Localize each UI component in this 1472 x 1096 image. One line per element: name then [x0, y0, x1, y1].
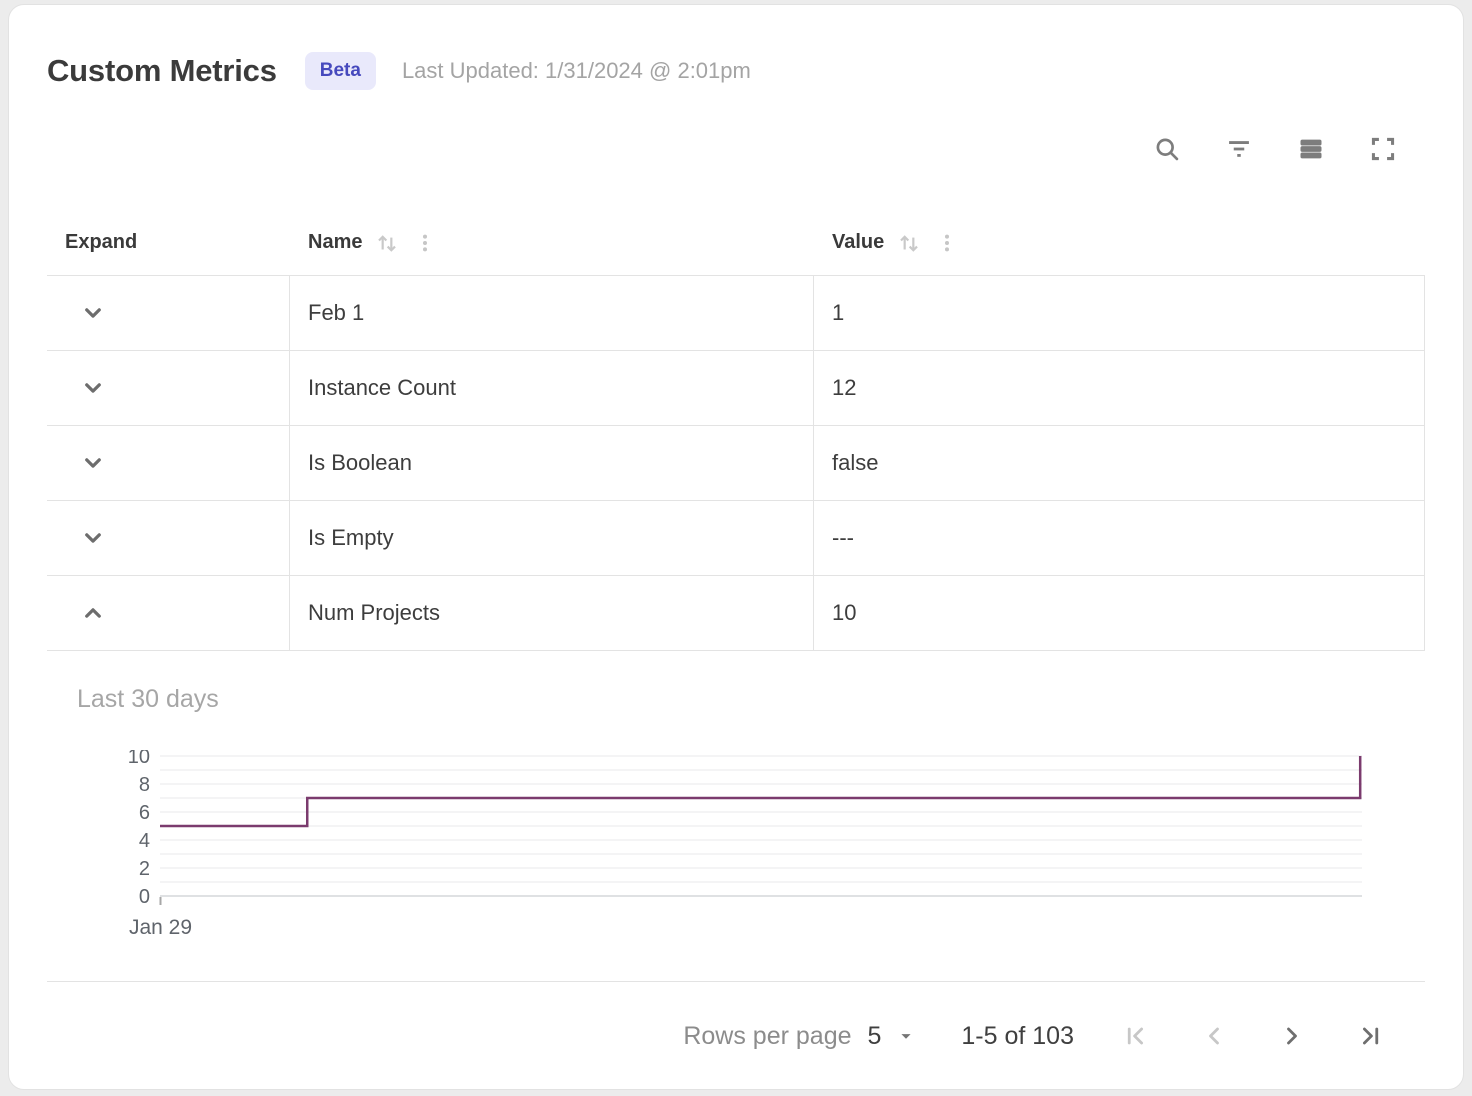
density-icon [1300, 139, 1322, 159]
filter-icon [1229, 141, 1249, 157]
chevron-up-icon [85, 608, 101, 618]
fullscreen-button[interactable] [1363, 129, 1403, 169]
custom-metrics-card: Custom Metrics Beta Last Updated: 1/31/2… [8, 4, 1464, 1090]
metric-name-cell: Is Boolean [290, 426, 814, 500]
column-header-expand: Expand [47, 210, 290, 275]
next-page-button[interactable] [1272, 1016, 1312, 1056]
chevron-left-icon [1209, 1027, 1219, 1045]
last-updated-text: Last Updated: 1/31/2024 @ 2:01pm [401, 58, 751, 83]
svg-text:10: 10 [128, 750, 150, 768]
row-name: Num Projects [308, 600, 441, 625]
expand-cell [47, 501, 290, 575]
row-value: 12 [832, 375, 857, 400]
column-label-name: Name [308, 231, 363, 253]
expand-cell [47, 276, 290, 350]
sort-icon[interactable] [374, 230, 400, 256]
metric-chart-svg: 10 8 6 4 2 0 Jan 29 [128, 746, 1362, 939]
column-header-name[interactable]: Name [290, 210, 814, 275]
chevron-right-icon [1287, 1027, 1297, 1045]
fullscreen-icon [1371, 137, 1395, 161]
expand-cell [47, 576, 290, 650]
previous-page-button[interactable] [1194, 1016, 1234, 1056]
column-header-value[interactable]: Value [814, 210, 1425, 275]
expand-row-button[interactable] [73, 593, 113, 633]
last-page-button[interactable] [1350, 1016, 1390, 1056]
page-header: Custom Metrics Beta Last Updated: 1/31/2… [47, 5, 1425, 91]
table-header-row: Expand Name Value [47, 210, 1425, 276]
table-row: Is Boolean false [47, 426, 1425, 501]
row-name: Instance Count [308, 375, 456, 400]
sort-icon[interactable] [896, 230, 922, 256]
column-label-value: Value [832, 231, 885, 253]
metric-value-cell: 1 [814, 276, 1425, 350]
expand-row-button[interactable] [73, 368, 113, 408]
column-menu-icon[interactable] [936, 230, 958, 256]
caret-down-icon [901, 1034, 911, 1039]
row-name: Is Empty [308, 525, 394, 550]
svg-text:8: 8 [139, 774, 150, 796]
row-value: 1 [832, 300, 845, 325]
row-value: false [832, 450, 879, 475]
first-page-icon [1127, 1027, 1143, 1045]
pagination-controls [1116, 1016, 1390, 1056]
column-menu-icon[interactable] [414, 230, 436, 256]
pagination-range-label: 1-5 of 103 [961, 1021, 1074, 1050]
table-body: Feb 1 1 Instance Count 12 [47, 276, 1425, 981]
filter-button[interactable] [1219, 129, 1259, 169]
beta-badge: Beta [304, 52, 376, 90]
metric-value-cell: 12 [814, 351, 1425, 425]
expand-row-button[interactable] [73, 293, 113, 333]
density-button[interactable] [1291, 129, 1331, 169]
table-row: Feb 1 1 [47, 276, 1425, 351]
metric-name-cell: Feb 1 [290, 276, 814, 350]
metric-name-cell: Instance Count [290, 351, 814, 425]
row-name: Is Boolean [308, 450, 412, 475]
svg-text:6: 6 [139, 802, 150, 824]
first-page-button[interactable] [1116, 1016, 1156, 1056]
metric-value-cell: false [814, 426, 1425, 500]
metric-chart: 10 8 6 4 2 0 Jan 29 [108, 746, 1425, 947]
expand-cell [47, 351, 290, 425]
rows-per-page-value: 5 [867, 1021, 882, 1050]
expand-row-button[interactable] [73, 443, 113, 483]
page-title: Custom Metrics [47, 53, 277, 88]
row-name: Feb 1 [308, 300, 365, 325]
chevron-down-icon [85, 533, 101, 543]
svg-text:Jan 29: Jan 29 [129, 916, 192, 939]
search-icon [1156, 138, 1179, 161]
table-footer: Rows per page 5 1-5 of 103 [47, 981, 1425, 1089]
rows-per-page-label: Rows per page [683, 1021, 852, 1050]
grid-toolbar [47, 129, 1425, 169]
search-button[interactable] [1147, 129, 1187, 169]
svg-text:4: 4 [139, 830, 150, 852]
metric-value-cell: --- [814, 501, 1425, 575]
chevron-down-icon [85, 458, 101, 468]
chevron-down-icon [85, 308, 101, 318]
expand-row-button[interactable] [73, 518, 113, 558]
metric-name-cell: Is Empty [290, 501, 814, 575]
rows-per-page-select[interactable]: 5 [868, 1022, 918, 1051]
last-page-icon [1362, 1027, 1379, 1045]
expand-cell [47, 426, 290, 500]
chart-title: Last 30 days [77, 685, 219, 713]
svg-text:0: 0 [139, 886, 150, 908]
row-detail-panel: Last 30 days 10 8 6 4 2 0 Jan 29 [47, 651, 1425, 981]
chevron-down-icon [85, 383, 101, 393]
table-row: Is Empty --- [47, 501, 1425, 576]
row-value: --- [832, 525, 854, 550]
table-row: Num Projects 10 [47, 576, 1425, 651]
metric-value-cell: 10 [814, 576, 1425, 650]
column-label-expand: Expand [65, 231, 138, 253]
svg-text:2: 2 [139, 858, 150, 880]
row-value: 10 [832, 600, 857, 625]
table-row: Instance Count 12 [47, 351, 1425, 426]
metric-name-cell: Num Projects [290, 576, 814, 650]
